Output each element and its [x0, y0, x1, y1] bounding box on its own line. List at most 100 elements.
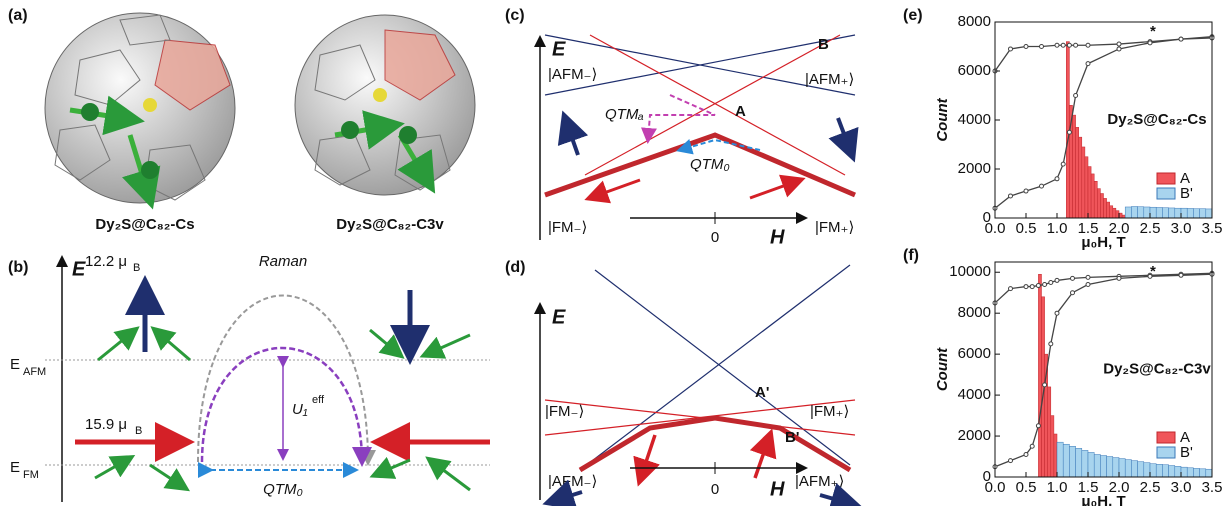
level-label-sub: AFM — [23, 366, 46, 378]
caption: Dy₂S@C₈₂-C3v — [336, 216, 444, 233]
bar — [1100, 455, 1107, 478]
state-label: |FM₋⟩ — [548, 219, 587, 236]
moment-label-sub: B — [135, 425, 142, 437]
bar — [1072, 114, 1076, 219]
bar — [1124, 459, 1132, 478]
curve-marker — [1008, 193, 1013, 199]
bar — [1112, 457, 1120, 478]
curve-marker — [1116, 275, 1122, 281]
bar — [1075, 448, 1083, 478]
x-axis-label: μ₀H, T — [1081, 234, 1125, 251]
y-tick-label: 0 — [983, 468, 991, 485]
bar — [1174, 207, 1182, 219]
spin-arrow — [369, 328, 405, 359]
bar — [1062, 443, 1070, 478]
pentagon — [384, 29, 456, 101]
curve-marker — [1054, 176, 1060, 182]
x-tick-label: 1.5 — [1078, 220, 1099, 237]
legend-label: B' — [1180, 444, 1193, 461]
curve-marker — [1039, 44, 1044, 49]
bar — [1056, 441, 1064, 478]
curve-marker — [1178, 272, 1184, 278]
curve-marker — [1023, 188, 1029, 194]
curve-marker — [1085, 42, 1091, 48]
orbach-path — [200, 346, 372, 467]
dy-atom — [341, 121, 359, 139]
curve-marker — [1023, 284, 1029, 290]
y-tick-label: 2000 — [958, 160, 991, 177]
axis-label: H — [770, 226, 785, 248]
spin-arrow — [149, 463, 191, 492]
panel-label: (a) — [8, 7, 28, 24]
pentagon — [154, 39, 231, 111]
bar — [1093, 454, 1101, 478]
spin-arrow — [94, 455, 136, 480]
x-tick-label: 0.0 — [985, 479, 1006, 496]
bar — [1038, 274, 1042, 478]
level-line — [594, 269, 851, 466]
level-line — [584, 34, 841, 176]
bar — [1205, 208, 1213, 219]
curve-marker — [1066, 129, 1072, 135]
curve-marker — [1085, 282, 1091, 288]
bar — [1078, 136, 1083, 219]
legend-swatch — [1156, 187, 1176, 200]
x-tick-label: 3.5 — [1202, 479, 1223, 496]
bar — [1093, 181, 1098, 219]
x-tick-label: 3.0 — [1171, 479, 1192, 496]
level-label-sub: FM — [23, 469, 39, 481]
spin-arrow — [542, 479, 583, 506]
x-tick-label: 3.5 — [1202, 220, 1223, 237]
axis-label: E — [552, 38, 566, 60]
dy-atom — [141, 161, 159, 179]
y-tick-label: 2000 — [958, 427, 991, 444]
state-label: |FM₊⟩ — [815, 219, 854, 236]
bar — [1131, 206, 1138, 219]
bar — [1109, 205, 1114, 219]
bar — [1081, 146, 1086, 219]
legend-label: A — [1180, 170, 1190, 187]
curve-marker — [1085, 274, 1091, 280]
bar — [1103, 198, 1107, 219]
curve-marker — [1070, 275, 1075, 281]
x-tick-label: 0.5 — [1016, 479, 1037, 496]
level-line — [579, 264, 851, 471]
point-label: A' — [755, 384, 769, 401]
bar — [1193, 468, 1200, 478]
curve-marker — [1178, 36, 1184, 42]
panel-label: (d) — [505, 259, 525, 276]
bar — [1050, 415, 1055, 478]
curve-marker — [1023, 451, 1029, 457]
panel-label: (e) — [903, 7, 923, 24]
curve-marker — [1042, 282, 1048, 288]
bar — [1180, 207, 1188, 219]
axis-label: E — [72, 258, 86, 280]
bar — [1087, 166, 1092, 219]
zero-label: 0 — [711, 481, 719, 498]
legend-swatch — [1156, 446, 1176, 459]
bar — [1155, 207, 1163, 219]
y-tick-label: 0 — [983, 209, 991, 226]
curve-marker — [1085, 61, 1091, 67]
legend-swatch — [1156, 431, 1176, 444]
spin-arrow — [633, 434, 660, 487]
bar — [1053, 433, 1058, 478]
y-tick-label: 8000 — [958, 304, 991, 321]
level-label: E — [10, 356, 20, 373]
curve-marker — [1039, 183, 1044, 189]
level-label: E — [10, 459, 20, 476]
bar — [1081, 450, 1089, 478]
bar — [1149, 463, 1157, 478]
legend-label: B' — [1180, 185, 1193, 202]
curve-marker — [1008, 458, 1013, 464]
curve-marker — [1035, 423, 1041, 429]
curve-marker — [1066, 42, 1072, 48]
level-line — [589, 34, 846, 176]
spin-arrow — [369, 456, 411, 479]
curve — [994, 36, 1213, 72]
spin-arrow — [557, 110, 589, 156]
state-label: |FM₋⟩ — [545, 403, 584, 420]
curve-marker — [1116, 46, 1122, 52]
curve-marker — [1147, 40, 1153, 46]
curve-marker — [1048, 279, 1054, 285]
